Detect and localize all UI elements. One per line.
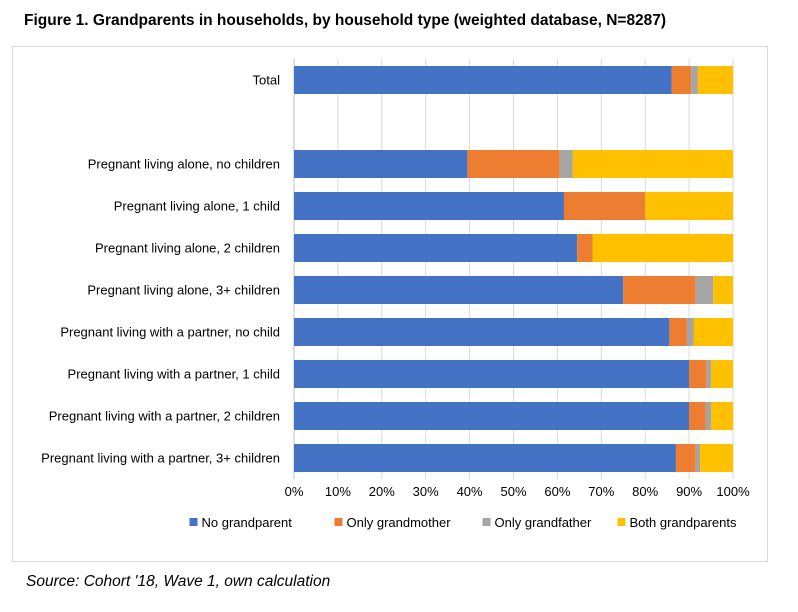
legend-label: No grandparent <box>202 515 293 530</box>
category-label: Pregnant living with a partner, no child <box>60 325 280 340</box>
x-tick-label: 0% <box>285 484 304 499</box>
bar-segment <box>294 402 690 430</box>
category-label: Total <box>253 73 281 88</box>
bar-segment <box>689 402 706 430</box>
bar-segment <box>294 318 670 346</box>
x-tick-label: 60% <box>544 484 570 499</box>
bar-segment <box>294 360 690 388</box>
legend-swatch <box>189 518 198 526</box>
bar-segment <box>705 402 712 430</box>
bar-segment <box>711 402 733 430</box>
bar-segment <box>294 444 676 472</box>
x-tick-label: 90% <box>676 484 702 499</box>
source-note: Source: Cohort '18, Wave 1, own calculat… <box>26 573 331 590</box>
category-label: Pregnant living alone, 1 child <box>114 199 280 214</box>
bar-segment <box>294 150 468 178</box>
x-tick-label: 10% <box>325 484 351 499</box>
bar-segment <box>645 192 733 220</box>
bar-segment <box>563 192 646 220</box>
bar-segment <box>691 66 698 94</box>
chart-area: 0% 10% 20% 30% 40% 50% 60% 70% 80% 90% 100% Total Pr… <box>12 46 768 562</box>
bar-segment <box>467 150 560 178</box>
x-tick-label: 80% <box>632 484 658 499</box>
x-tick-label: 50% <box>500 484 526 499</box>
figure-title: Figure 1. Grandparents in households, by… <box>24 12 667 29</box>
bar-segment <box>713 276 733 304</box>
x-tick-label: 40% <box>457 484 483 499</box>
category-label: Pregnant living with a partner, 1 child <box>68 367 280 382</box>
x-tick-label: 20% <box>369 484 395 499</box>
bar-segment <box>592 234 733 262</box>
bar-segment <box>572 150 733 178</box>
bar-segment <box>623 276 696 304</box>
bar-segment <box>693 318 733 346</box>
bar-segment <box>294 234 578 262</box>
category-label: Pregnant living alone, 2 children <box>95 241 280 256</box>
stacked-bar-chart: 0% 10% 20% 30% 40% 50% 60% 70% 80% 90% 100% Total Pr… <box>41 59 750 530</box>
legend-label: Both grandparents <box>630 515 737 530</box>
bar-segment <box>669 318 687 346</box>
x-tick-label: 100% <box>716 484 750 499</box>
bar-segment <box>577 234 593 262</box>
bar-segment <box>711 360 733 388</box>
bar-segment <box>706 360 712 388</box>
legend-swatch <box>482 518 491 526</box>
x-tick-label: 70% <box>588 484 614 499</box>
bar-segment <box>294 66 672 94</box>
bar-segment <box>671 66 692 94</box>
bar-segment <box>686 318 694 346</box>
category-label: Pregnant living with a partner, 3+ child… <box>41 451 280 466</box>
category-label: Pregnant living alone, 3+ children <box>87 283 280 298</box>
bar-segment <box>559 150 573 178</box>
category-label: Pregnant living alone, no children <box>88 157 280 172</box>
legend-label: Only grandmother <box>347 515 452 530</box>
bar-segment <box>700 444 733 472</box>
bar-segment <box>294 192 564 220</box>
bar-segment <box>294 276 624 304</box>
bar-segment <box>675 444 696 472</box>
bar-segment <box>695 444 701 472</box>
bar-segment <box>697 66 733 94</box>
bar-segment <box>689 360 707 388</box>
category-label: Pregnant living with a partner, 2 childr… <box>49 409 280 424</box>
legend-swatch <box>617 518 626 526</box>
x-tick-label: 30% <box>413 484 439 499</box>
legend-swatch <box>334 518 343 526</box>
legend-label: Only grandfather <box>495 515 593 530</box>
bar-segment <box>695 276 714 304</box>
